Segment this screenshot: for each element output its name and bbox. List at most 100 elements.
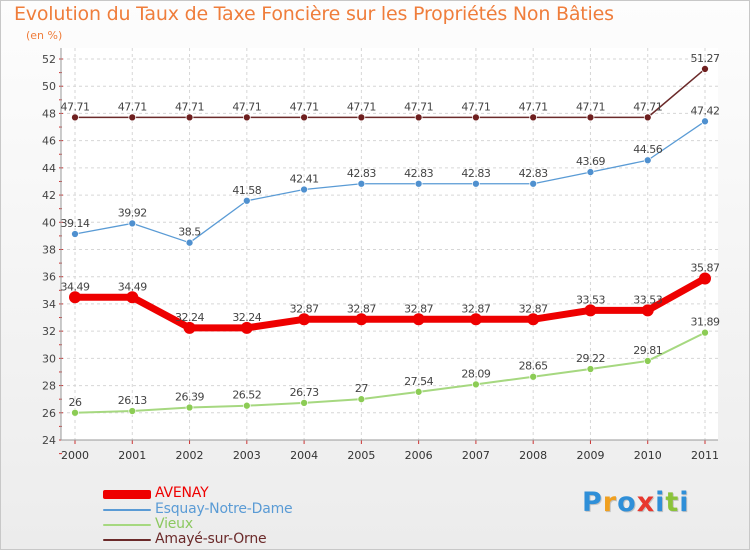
data-label-avenay: 32.87 xyxy=(461,302,490,315)
data-point-amaye-sur-orne xyxy=(185,113,194,122)
data-point-esquay-notre-dame xyxy=(300,185,308,194)
data-label-vieux: 26.39 xyxy=(175,390,204,403)
data-point-amaye-sur-orne xyxy=(586,113,595,122)
data-point-avenay xyxy=(699,272,711,285)
y-tick-label: 50 xyxy=(42,80,56,93)
y-tick-label: 38 xyxy=(42,244,56,257)
data-label-avenay: 33.53 xyxy=(576,293,605,306)
data-label-avenay: 32.24 xyxy=(232,311,261,324)
x-tick-label: 2010 xyxy=(634,449,662,462)
data-label-avenay: 35.87 xyxy=(691,261,720,274)
data-label-avenay: 32.24 xyxy=(175,311,204,324)
y-tick-label: 48 xyxy=(42,107,56,120)
data-point-amaye-sur-orne xyxy=(71,113,79,122)
data-label-amaye-sur-orne: 47.71 xyxy=(519,100,548,113)
data-point-esquay-notre-dame xyxy=(529,179,538,188)
data-point-avenay xyxy=(641,304,654,317)
data-label-avenay: 34.49 xyxy=(118,280,147,293)
y-tick-label: 28 xyxy=(42,380,56,393)
series-layer xyxy=(69,65,711,417)
data-label-amaye-sur-orne: 47.71 xyxy=(232,100,261,113)
data-label-amaye-sur-orne: 47.71 xyxy=(118,100,147,113)
grid xyxy=(61,48,718,441)
data-point-esquay-notre-dame xyxy=(643,156,652,165)
data-point-avenay xyxy=(355,313,368,326)
x-tick-label: 2006 xyxy=(405,449,433,462)
data-point-esquay-notre-dame xyxy=(242,196,251,205)
data-point-esquay-notre-dame xyxy=(414,179,423,188)
y-tick-label: 52 xyxy=(42,53,56,66)
data-point-avenay xyxy=(527,313,540,326)
data-label-esquay-notre-dame: 39.92 xyxy=(118,206,147,219)
y-tick-label: 34 xyxy=(42,298,56,311)
data-point-avenay xyxy=(183,321,196,334)
proxiti-logo: Proxiti xyxy=(582,487,690,518)
y-tick-label: 42 xyxy=(42,189,56,202)
data-label-vieux: 29.22 xyxy=(576,352,605,365)
x-tick-label: 2011 xyxy=(691,449,719,462)
data-point-vieux xyxy=(414,387,423,396)
data-label-vieux: 26.13 xyxy=(118,394,147,407)
y-tick-label: 46 xyxy=(42,135,56,148)
series-line-amaye-sur-orne xyxy=(74,68,706,119)
y-tick-label: 40 xyxy=(42,216,56,229)
data-label-avenay: 32.87 xyxy=(290,302,319,315)
data-label-avenay: 33.53 xyxy=(633,293,662,306)
legend-swatch-vieux xyxy=(103,524,151,526)
data-point-vieux xyxy=(529,372,538,381)
data-label-amaye-sur-orne: 47.71 xyxy=(633,100,662,113)
logo-letter: t xyxy=(665,487,680,518)
legend-label-vieux: Vieux xyxy=(155,516,193,532)
plot-area xyxy=(61,48,718,440)
data-label-vieux: 28.09 xyxy=(461,367,490,380)
legend-swatch-amaye-sur-orne xyxy=(103,539,151,541)
x-tick-label: 2009 xyxy=(576,449,604,462)
legend-label-esquay-notre-dame: Esquay-Notre-Dame xyxy=(155,501,293,517)
data-label-avenay: 32.87 xyxy=(347,302,376,315)
data-point-amaye-sur-orne xyxy=(643,113,652,122)
legend-swatch-esquay-notre-dame xyxy=(103,509,151,511)
y-tick-label: 44 xyxy=(42,162,56,175)
data-point-amaye-sur-orne xyxy=(472,113,480,122)
y-tick-label: 36 xyxy=(42,271,56,284)
data-point-esquay-notre-dame xyxy=(701,117,709,126)
data-point-avenay xyxy=(412,313,425,326)
data-point-esquay-notre-dame xyxy=(128,219,137,228)
data-point-esquay-notre-dame xyxy=(185,238,194,247)
data-point-amaye-sur-orne xyxy=(701,65,709,73)
data-label-esquay-notre-dame: 47.42 xyxy=(691,104,720,117)
x-tick-label: 2001 xyxy=(118,449,146,462)
data-point-vieux xyxy=(701,328,709,337)
data-point-avenay xyxy=(298,313,311,326)
data-label-amaye-sur-orne: 47.71 xyxy=(290,100,319,113)
x-tick-label: 2004 xyxy=(290,449,318,462)
data-label-amaye-sur-orne: 47.71 xyxy=(576,100,605,113)
y-tick-label: 24 xyxy=(42,434,56,447)
x-tick-label: 2002 xyxy=(176,449,204,462)
data-point-esquay-notre-dame xyxy=(472,179,480,188)
chart-title: Evolution du Taux de Taxe Foncière sur l… xyxy=(14,3,614,25)
logo-letter: i xyxy=(679,487,690,518)
data-label-esquay-notre-dame: 41.58 xyxy=(232,184,261,197)
series-line-vieux xyxy=(74,331,706,414)
legend-label-amaye-sur-orne: Amayé-sur-Orne xyxy=(155,531,267,547)
data-point-amaye-sur-orne xyxy=(414,113,423,122)
data-point-amaye-sur-orne xyxy=(242,113,251,122)
data-label-amaye-sur-orne: 47.71 xyxy=(461,100,490,113)
data-labels: 47.71 47.71 47.71 47.71 47.71 47.71 47.71 47.71… xyxy=(61,52,721,409)
data-label-esquay-notre-dame: 42.83 xyxy=(404,167,433,180)
logo-letter: o xyxy=(617,487,637,518)
data-point-amaye-sur-orne xyxy=(300,113,308,122)
x-tick-label: 2008 xyxy=(519,449,547,462)
x-tick-label: 2000 xyxy=(61,449,89,462)
data-label-vieux: 31.89 xyxy=(691,316,720,329)
data-label-vieux: 29.81 xyxy=(633,344,662,357)
data-point-amaye-sur-orne xyxy=(357,113,366,122)
data-point-avenay xyxy=(469,313,482,326)
data-point-avenay xyxy=(240,321,253,334)
data-label-vieux: 26 xyxy=(69,396,82,409)
x-tick-label: 2005 xyxy=(347,449,375,462)
data-point-esquay-notre-dame xyxy=(357,179,366,188)
data-point-amaye-sur-orne xyxy=(128,113,137,122)
